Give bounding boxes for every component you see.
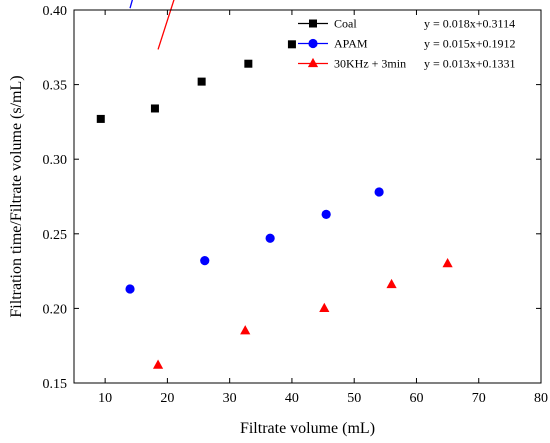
legend-entry: Coal y = 0.018x+0.3114	[298, 17, 515, 31]
series	[96, 40, 296, 123]
x-tick-label: 60	[409, 391, 423, 406]
fit-equation: y = 0.015x+0.1912	[424, 37, 516, 51]
y-tick-label: 0.15	[43, 377, 68, 392]
data-point	[197, 77, 206, 86]
x-tick-label: 40	[285, 391, 299, 406]
x-tick-label: 50	[347, 391, 361, 406]
y-axis-title: Filtration time/Filtrate volume (s/mL)	[8, 75, 25, 317]
legend-marker	[308, 38, 318, 49]
data-point	[265, 233, 275, 243]
series	[152, 0, 453, 369]
data-point	[386, 278, 397, 289]
legend-marker	[307, 57, 319, 68]
y-tick-label: 0.30	[43, 153, 68, 168]
x-tick-label: 70	[472, 391, 486, 406]
data-point	[244, 59, 253, 68]
legend-label: 30KHz + 3min	[334, 57, 406, 71]
data-point	[442, 258, 453, 268]
x-tick-label: 30	[223, 391, 237, 406]
series	[125, 0, 384, 294]
y-tick-label: 0.25	[43, 228, 68, 243]
x-tick-label: 20	[160, 391, 174, 406]
legend-entry: APAM y = 0.015x+0.1912	[298, 37, 516, 51]
y-tick-label: 0.20	[43, 302, 68, 317]
fit-line	[129, 0, 133, 9]
data-point	[200, 256, 210, 266]
legend-entry: 30KHz + 3min y = 0.013x+0.1331	[298, 57, 516, 71]
x-axis-title: Filtrate volume (mL)	[240, 420, 375, 437]
fit-equation: y = 0.018x+0.3114	[424, 17, 515, 31]
data-point	[240, 325, 251, 335]
data-point	[321, 209, 331, 220]
data-point	[96, 114, 105, 123]
legend-label: Coal	[334, 17, 357, 31]
data-point	[150, 104, 159, 113]
ticks: 10 20 30 40 50 60 70 80 0.15 0.20 0.25 0.30 0.35 0.40	[43, 4, 549, 406]
plot-frame	[73, 9, 542, 384]
fit-line	[157, 0, 175, 50]
data-point	[152, 359, 164, 369]
legend-marker	[309, 19, 317, 28]
y-tick-label: 0.40	[43, 4, 68, 19]
legend: Coal y = 0.018x+0.3114 APAM y = 0.015x+0.19…	[298, 17, 516, 71]
legend-label: APAM	[334, 37, 368, 51]
x-tick-label: 10	[98, 391, 112, 406]
plot-content	[96, 0, 453, 369]
fit-equation: y = 0.013x+0.1331	[424, 57, 516, 71]
x-tick-label: 80	[534, 391, 548, 406]
y-tick-label: 0.35	[43, 79, 68, 94]
data-point	[125, 284, 135, 294]
data-point	[374, 187, 384, 197]
data-point	[287, 40, 296, 49]
data-point	[319, 302, 330, 312]
